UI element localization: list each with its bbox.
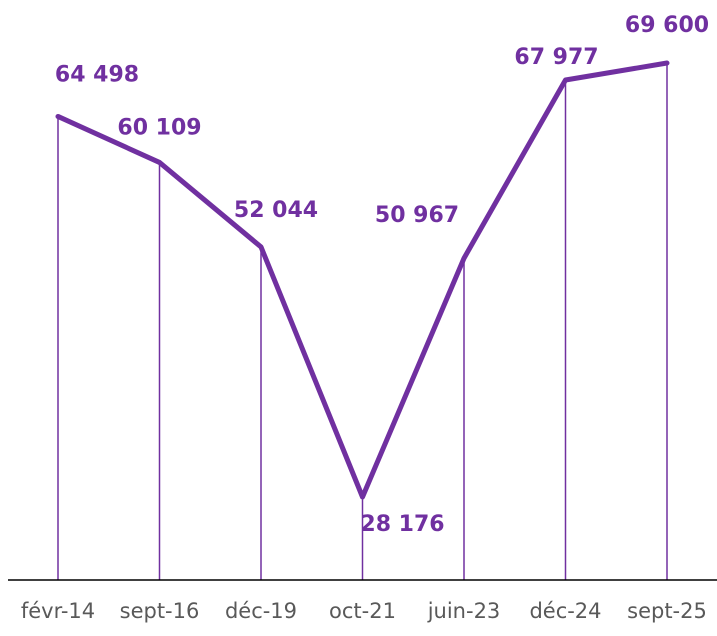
data-line [55, 60, 670, 500]
x-tick-label: févr-14 [21, 599, 95, 623]
x-tick-label: sept-25 [627, 599, 707, 623]
x-tick-label: juin-23 [427, 599, 501, 623]
data-label: 28 176 [360, 512, 444, 537]
x-tick-label: déc-24 [529, 599, 601, 623]
data-label: 67 977 [514, 45, 598, 70]
x-tick-label: déc-19 [225, 599, 297, 623]
data-label: 69 600 [625, 13, 709, 38]
x-tick-label: sept-16 [120, 599, 200, 623]
data-label: 64 498 [55, 62, 139, 87]
x-tick-label: oct-21 [329, 599, 396, 623]
data-label: 50 967 [375, 203, 459, 228]
data-label: 60 109 [117, 115, 201, 140]
data-label: 52 044 [234, 198, 318, 223]
